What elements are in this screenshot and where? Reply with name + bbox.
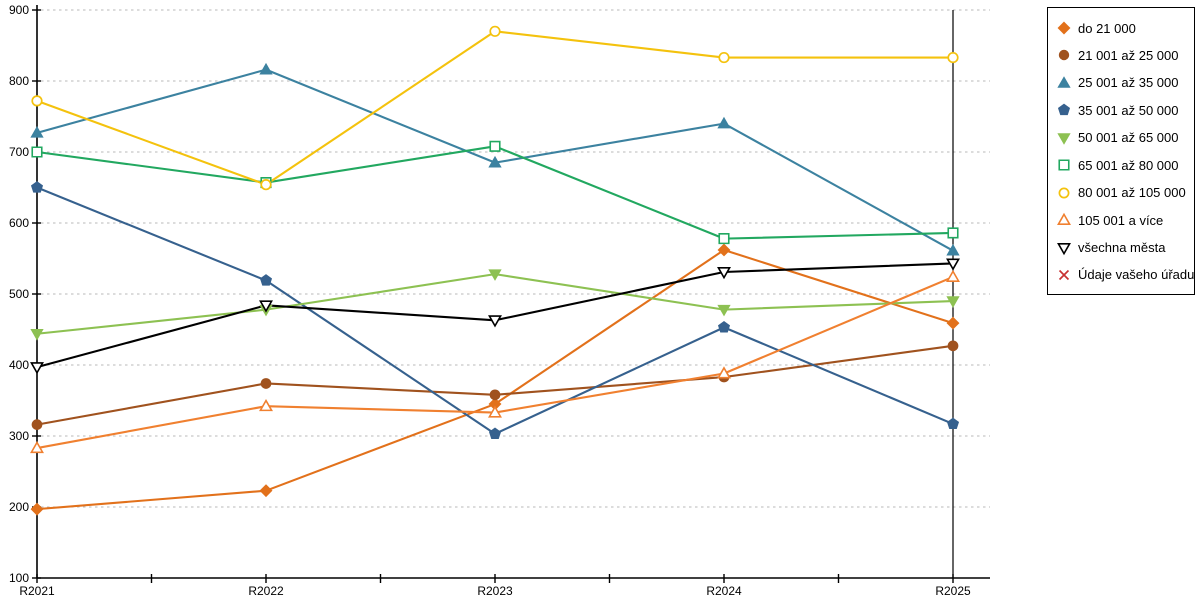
y-axis-tick-label: 200	[9, 500, 29, 514]
data-point-marker	[259, 62, 273, 75]
data-point-marker	[717, 366, 731, 379]
data-point-marker	[947, 340, 959, 352]
legend-item: do 21 000	[1056, 15, 1188, 41]
data-point-marker	[30, 440, 44, 454]
data-point-marker	[718, 233, 730, 245]
legend-item: všechna města	[1056, 235, 1188, 261]
data-point-marker	[259, 398, 273, 412]
data-point-marker	[717, 116, 731, 129]
x-axis-tick-label: R2022	[248, 584, 284, 598]
x-axis-tick-label: R2023	[477, 584, 513, 598]
data-point-marker	[489, 25, 501, 37]
legend-circle-icon	[1058, 187, 1070, 199]
data-point-marker	[718, 51, 730, 64]
legend-circle-icon	[1058, 50, 1070, 61]
legend-label: 65 001 až 80 000	[1078, 157, 1179, 173]
legend-item: 25 001 až 35 000	[1056, 70, 1188, 96]
data-point-marker	[30, 502, 44, 516]
y-axis-tick-label: 300	[9, 429, 29, 443]
data-point-marker	[30, 181, 44, 193]
legend-item: 21 001 až 25 000	[1056, 42, 1188, 68]
y-axis-tick-label: 100	[9, 571, 29, 585]
legend-triangle-down-icon	[1057, 132, 1071, 145]
data-point-marker	[488, 405, 502, 418]
data-point-marker	[260, 179, 272, 191]
data-point-marker	[259, 484, 273, 498]
legend-label: 25 001 až 35 000	[1078, 75, 1179, 91]
legend-item: Údaje vašeho úřadu	[1056, 262, 1194, 288]
data-point-marker	[488, 155, 502, 168]
legend-pentagon-icon	[1057, 103, 1071, 116]
data-point-marker	[30, 362, 44, 375]
x-axis-tick-label: R2025	[935, 584, 971, 598]
legend-triangle-up-icon	[1057, 76, 1071, 88]
y-axis-tick-label: 500	[9, 287, 29, 301]
legend-triangle-down-icon	[1057, 242, 1071, 255]
legend-label: 35 001 až 50 000	[1078, 102, 1179, 118]
data-point-marker	[946, 316, 960, 330]
legend-item: 50 001 až 65 000	[1056, 125, 1188, 151]
series-line	[36, 248, 954, 511]
chart-legend: do 21 000 21 001 až 25 000 25 001 až 35 00…	[1047, 7, 1195, 295]
legend-diamond-icon	[1057, 21, 1071, 35]
x-axis-tick-label: R2024	[706, 584, 742, 598]
y-axis-tick-label: 400	[9, 358, 29, 372]
legend-label: Údaje vašeho úřadu	[1078, 267, 1195, 283]
legend-label: všechna města	[1078, 240, 1166, 255]
data-point-marker	[488, 315, 502, 328]
legend-item: 65 001 až 80 000	[1056, 152, 1188, 178]
data-point-marker	[717, 304, 731, 317]
y-axis-tick-label: 600	[9, 216, 29, 230]
legend-label: 105 001 a více	[1078, 212, 1164, 228]
legend-item: 105 001 a více	[1056, 207, 1188, 233]
legend-item: 80 001 až 105 000	[1056, 180, 1188, 206]
legend-x-icon	[1058, 269, 1070, 281]
data-point-marker	[259, 300, 273, 313]
data-point-marker	[717, 266, 731, 280]
data-point-marker	[260, 378, 272, 389]
x-axis-tick-label: R2021	[19, 584, 55, 598]
data-point-marker	[489, 389, 501, 401]
data-point-marker	[31, 95, 43, 107]
legend-label: 50 001 až 65 000	[1078, 130, 1179, 146]
data-point-marker	[947, 51, 959, 64]
data-point-marker	[30, 126, 44, 138]
data-point-marker	[947, 227, 959, 239]
y-axis-tick-label: 700	[9, 145, 29, 159]
data-point-marker	[946, 296, 960, 308]
legend-label: do 21 000	[1078, 20, 1136, 36]
data-point-marker	[946, 269, 960, 282]
legend-label: 21 001 až 25 000	[1078, 47, 1179, 63]
data-point-marker	[946, 417, 960, 430]
data-point-marker	[259, 274, 273, 286]
data-point-marker	[717, 243, 731, 257]
data-point-marker	[489, 140, 501, 152]
data-point-marker	[30, 328, 44, 341]
data-point-marker	[946, 258, 960, 271]
data-point-marker	[946, 243, 960, 256]
y-axis-tick-label: 800	[9, 74, 29, 88]
data-point-marker	[488, 269, 502, 281]
legend-square-icon	[1058, 159, 1070, 171]
data-point-marker	[31, 146, 43, 158]
y-axis-tick-label: 900	[9, 3, 29, 17]
data-point-marker	[717, 321, 731, 333]
series-line	[36, 275, 954, 450]
data-point-marker	[31, 419, 43, 431]
legend-triangle-up-icon	[1057, 212, 1071, 226]
legend-item: 35 001 až 50 000	[1056, 97, 1188, 123]
legend-label: 80 001 až 105 000	[1078, 185, 1186, 201]
data-point-marker	[488, 427, 502, 439]
